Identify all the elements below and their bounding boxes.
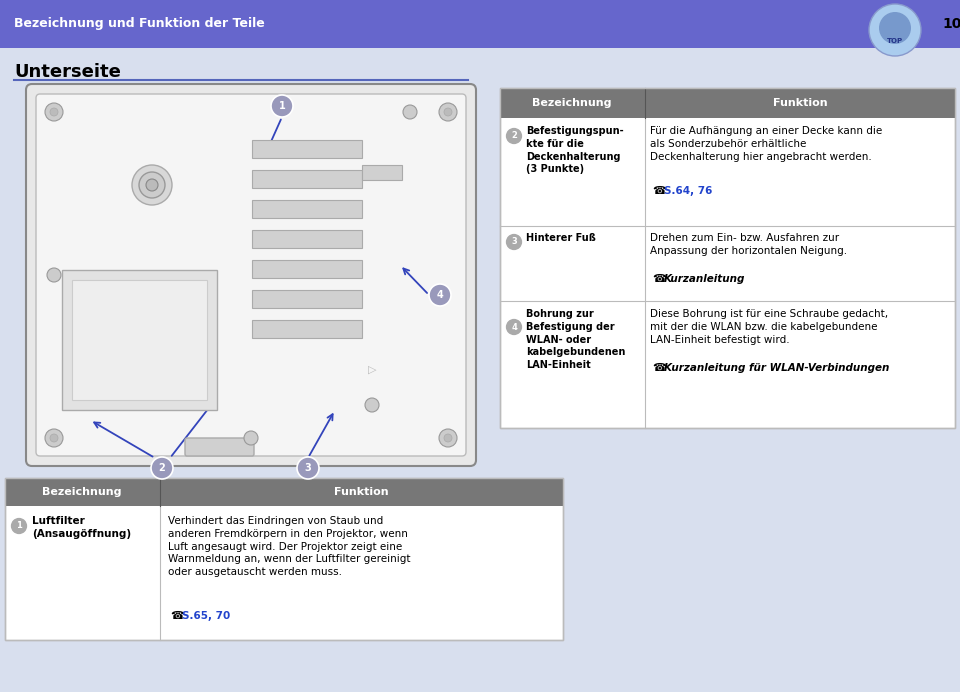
Circle shape [444,108,452,116]
Text: 3: 3 [304,463,311,473]
Text: 1: 1 [16,522,22,531]
Text: 1: 1 [278,101,285,111]
Circle shape [444,434,452,442]
Text: Befestigungspun-
kte für die
Deckenhalterung
(3 Punkte): Befestigungspun- kte für die Deckenhalte… [526,126,624,174]
Circle shape [151,457,173,479]
Bar [252,200,362,218]
Circle shape [439,429,457,447]
Text: Bezeichnung: Bezeichnung [42,487,122,497]
Text: S.64, 76: S.64, 76 [664,186,712,196]
Text: ☎: ☎ [652,363,666,373]
Text: Hinterer Fuß: Hinterer Fuß [526,233,596,243]
Bar [252,230,362,248]
Text: Verhindert das Eindringen von Staub und
anderen Fremdkörpern in den Projektor, w: Verhindert das Eindringen von Staub und … [168,516,411,577]
Text: ☎: ☎ [170,611,184,621]
Bar [252,320,362,338]
Text: Bezeichnung: Bezeichnung [532,98,612,108]
Text: 10: 10 [942,17,960,31]
Text: Drehen zum Ein- bzw. Ausfahren zur
Anpassung der horizontalen Neigung.: Drehen zum Ein- bzw. Ausfahren zur Anpas… [650,233,847,256]
Bar [500,88,955,118]
Bar [252,260,362,278]
Bar [500,88,955,428]
Text: 4: 4 [437,290,444,300]
Circle shape [429,284,451,306]
Bar [5,478,563,506]
Text: Funktion: Funktion [334,487,388,497]
Circle shape [505,233,523,251]
Text: Funktion: Funktion [773,98,828,108]
Bar [500,88,955,428]
FancyBboxPatch shape [36,94,466,456]
Circle shape [50,108,58,116]
FancyBboxPatch shape [26,84,476,466]
FancyBboxPatch shape [185,438,254,456]
Bar [252,290,362,308]
Bar [0,0,960,48]
Text: ☎: ☎ [652,186,666,196]
Text: Luftfilter
(Ansaugöffnung): Luftfilter (Ansaugöffnung) [32,516,132,539]
Bar [62,270,217,410]
Text: Unterseite: Unterseite [14,63,121,81]
Circle shape [869,4,921,56]
Circle shape [139,172,165,198]
Circle shape [271,95,293,117]
Bar [252,140,362,158]
Text: TOP: TOP [887,38,903,44]
Text: Für die Aufhängung an einer Decke kann die
als Sonderzubehör erhältliche
Deckenh: Für die Aufhängung an einer Decke kann d… [650,126,882,162]
Text: Kurzanleitung für WLAN-Verbindungen: Kurzanleitung für WLAN-Verbindungen [664,363,889,373]
Text: Diese Bohrung ist für eine Schraube gedacht,
mit der die WLAN bzw. die kabelgebu: Diese Bohrung ist für eine Schraube geda… [650,309,888,345]
Bar [252,170,362,188]
Circle shape [10,517,28,535]
Circle shape [297,457,319,479]
Circle shape [47,268,61,282]
Text: Kurzanleitung: Kurzanleitung [664,274,745,284]
Text: 2: 2 [158,463,165,473]
Circle shape [505,318,523,336]
Circle shape [146,179,158,191]
Circle shape [403,105,417,119]
Text: 3: 3 [511,237,516,246]
Circle shape [439,103,457,121]
Text: 4: 4 [511,322,516,331]
Bar [362,165,402,180]
Text: ▷: ▷ [368,365,376,375]
Circle shape [50,434,58,442]
Circle shape [505,127,523,145]
Text: ☎: ☎ [652,274,666,284]
Text: Bohrung zur
Befestigung der
WLAN- oder
kabelgebundenen
LAN-Einheit: Bohrung zur Befestigung der WLAN- oder k… [526,309,625,370]
Text: S.65, 70: S.65, 70 [182,611,230,621]
Bar [72,280,207,400]
Circle shape [45,429,63,447]
Circle shape [879,12,911,44]
Circle shape [132,165,172,205]
Bar [5,478,563,640]
Text: Bezeichnung und Funktion der Teile: Bezeichnung und Funktion der Teile [14,17,265,30]
Bar [5,478,563,640]
Text: 2: 2 [511,131,516,140]
Circle shape [45,103,63,121]
Circle shape [365,398,379,412]
Circle shape [244,431,258,445]
